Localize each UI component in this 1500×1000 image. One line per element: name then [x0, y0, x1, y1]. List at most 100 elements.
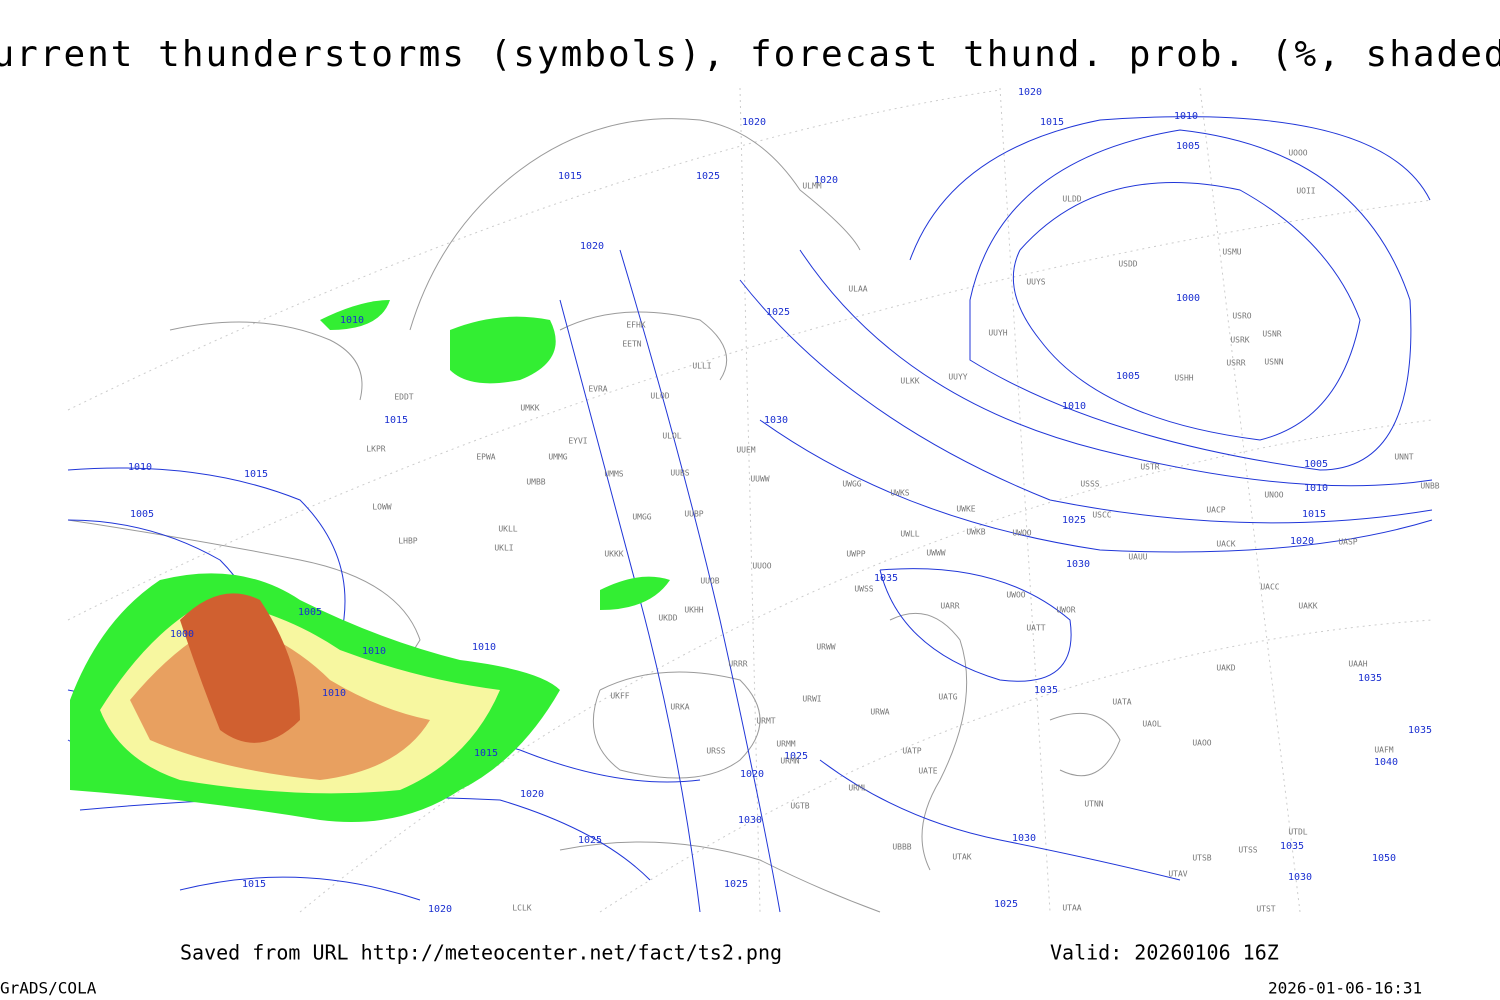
- valid-time: Valid: 20260106 16Z: [1050, 941, 1279, 965]
- isobar-label: 1005: [1116, 371, 1140, 382]
- graticule: [67, 87, 1433, 913]
- isobar-label: 1005: [298, 607, 322, 618]
- station-code: UKDD: [658, 614, 677, 623]
- isobar-label: 1020: [1290, 536, 1314, 547]
- station-code: UUBP: [684, 510, 703, 519]
- isobar-label: 1035: [1358, 673, 1382, 684]
- station-code: UMKK: [520, 404, 539, 413]
- isobar-label: 1010: [1062, 401, 1086, 412]
- station-code: USRK: [1230, 336, 1249, 345]
- isobar-label: 1020: [428, 904, 452, 915]
- station-code: UUYH: [988, 329, 1007, 338]
- station-code: UUBS: [670, 469, 689, 478]
- station-code: UWGG: [842, 480, 861, 489]
- station-code: UNOO: [1264, 491, 1283, 500]
- station-code: USMU: [1222, 248, 1241, 257]
- station-code: EFHK: [626, 321, 645, 330]
- isobar-label: 1010: [340, 315, 364, 326]
- station-code: EETN: [622, 340, 641, 349]
- station-code: URMM: [776, 740, 795, 749]
- isobar-label: 1020: [740, 769, 764, 780]
- isobar-label: 1010: [472, 642, 496, 653]
- map-title: Current thunderstorms (symbols), forecas…: [0, 34, 1500, 75]
- isobar-label: 1010: [1304, 483, 1328, 494]
- station-code: UTSB: [1192, 854, 1211, 863]
- isobar-label: 1035: [1034, 685, 1058, 696]
- isobar-label: 1030: [738, 815, 762, 826]
- station-code: UATA: [1112, 698, 1131, 707]
- isobar-label: 1020: [742, 117, 766, 128]
- isobar-label: 1035: [1280, 841, 1304, 852]
- station-code: ULOL: [662, 432, 681, 441]
- station-code: UMGG: [632, 513, 651, 522]
- station-code: UARR: [940, 602, 959, 611]
- station-code: UWKB: [966, 528, 985, 537]
- isobar-label: 1015: [242, 879, 266, 890]
- station-code: URWW: [816, 643, 835, 652]
- station-code: USCC: [1092, 511, 1111, 520]
- station-code: USHH: [1174, 374, 1193, 383]
- isobar-label: 1025: [784, 751, 808, 762]
- station-code: USDD: [1118, 260, 1137, 269]
- isobar-label: 1030: [1066, 559, 1090, 570]
- isobar-label: 1020: [814, 175, 838, 186]
- station-code: UATT: [1026, 624, 1045, 633]
- isobar-label: 1035: [1408, 725, 1432, 736]
- station-code: LCLK: [512, 904, 531, 913]
- station-code: UTNN: [1084, 800, 1103, 809]
- station-code: UUOO: [752, 562, 771, 571]
- isobar-label: 1015: [384, 415, 408, 426]
- isobar-label: 1030: [1012, 833, 1036, 844]
- isobar-label: 1040: [1374, 757, 1398, 768]
- station-code: URWI: [802, 695, 821, 704]
- isobar-label: 1020: [580, 241, 604, 252]
- station-code: UNBB: [1420, 482, 1439, 491]
- isobar-label: 1020: [520, 789, 544, 800]
- isobar-label: 1010: [1174, 111, 1198, 122]
- isobar-label: 1015: [474, 748, 498, 759]
- software-label: GrADS/COLA: [0, 979, 97, 998]
- station-code: UAOL: [1142, 720, 1161, 729]
- station-code: UTSS: [1238, 846, 1257, 855]
- station-code: UOII: [1296, 187, 1315, 196]
- station-code: ULKK: [900, 377, 919, 386]
- isobar-label: 1015: [1040, 117, 1064, 128]
- station-code: UAFM: [1374, 746, 1393, 755]
- station-code: UWSS: [854, 585, 873, 594]
- timestamp: 2026-01-06-16:31: [1268, 979, 1422, 998]
- station-code: LHBP: [398, 537, 417, 546]
- station-code: EVRA: [588, 385, 607, 394]
- source-url: Saved from URL http://meteocenter.net/fa…: [180, 941, 782, 965]
- station-code: URRR: [728, 660, 747, 669]
- station-code: ULLI: [692, 362, 711, 371]
- station-code: ULOD: [650, 392, 669, 401]
- station-code: UAUU: [1128, 553, 1147, 562]
- isobar-label: 1015: [558, 171, 582, 182]
- station-code: UGTB: [790, 802, 809, 811]
- station-code: UNNT: [1394, 453, 1413, 462]
- station-code: ULAA: [848, 285, 867, 294]
- isobar-label: 1010: [128, 462, 152, 473]
- station-code: UAAH: [1348, 660, 1367, 669]
- station-code: UTAA: [1062, 904, 1081, 913]
- station-code: UWOO: [1012, 529, 1031, 538]
- isobar-label: 1000: [1176, 293, 1200, 304]
- isobar-label: 1025: [696, 171, 720, 182]
- isobar-label: 1025: [578, 835, 602, 846]
- thunderstorm-probability: [70, 300, 670, 822]
- station-code: UUOB: [700, 577, 719, 586]
- isobar-label: 1005: [1176, 141, 1200, 152]
- station-code: UACP: [1206, 506, 1225, 515]
- station-code: LOWW: [372, 503, 391, 512]
- station-code: UWOR: [1056, 606, 1075, 615]
- station-code: URSS: [706, 747, 725, 756]
- station-code: EDDT: [394, 393, 413, 402]
- isobar-label: 1005: [1304, 459, 1328, 470]
- station-code: UUYY: [948, 373, 967, 382]
- station-code: EYVI: [568, 437, 587, 446]
- isobar-label: 1025: [994, 899, 1018, 910]
- station-code: UASP: [1338, 538, 1357, 547]
- isobar-label: 1035: [874, 573, 898, 584]
- isobar-label: 1010: [362, 646, 386, 657]
- station-code: UUYS: [1026, 278, 1045, 287]
